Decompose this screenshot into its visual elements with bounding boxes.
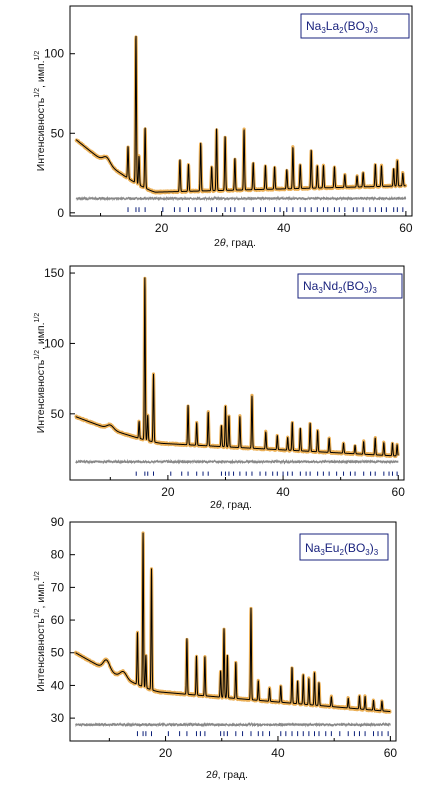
chart-panel-la: 20 40 60 0 50 100 Na3La2(BO3)3 2θ, град. Интенси… xyxy=(34,5,413,249)
legend-box xyxy=(299,533,389,561)
x-tick-label: 20 xyxy=(155,221,169,235)
y-tick-label: 90 xyxy=(51,516,65,529)
y-tick-label: 80 xyxy=(51,548,65,562)
x-tick-label: 20 xyxy=(161,485,175,499)
observed-profile xyxy=(74,276,400,459)
observed-profile xyxy=(74,35,408,195)
y-tick-label: 100 xyxy=(44,47,64,61)
plot-frame xyxy=(69,265,405,481)
x-tick-label: 40 xyxy=(276,485,290,499)
x-tick-label: 40 xyxy=(271,746,285,760)
legend-formula: Na3La2(BO3)3 xyxy=(306,19,378,35)
y-tick-label: 0 xyxy=(57,206,64,220)
difference-curve xyxy=(75,458,399,465)
y-tick-label: 70 xyxy=(51,580,65,594)
x-axis-label: 2θ, град. xyxy=(206,769,248,781)
y-tick-label: 150 xyxy=(44,266,64,280)
difference-curve xyxy=(75,195,407,202)
x-axis-label: 2θ, град. xyxy=(214,237,256,249)
y-axis-label: Интенсивность1/2, имп.1/2 xyxy=(34,571,47,692)
y-axis-label: Интенсивность1/2, имп.1/2 xyxy=(34,313,47,434)
calculated-profile xyxy=(75,532,391,713)
legend-box xyxy=(297,273,403,299)
plot-frame xyxy=(69,5,413,217)
x-axis-label: 2θ, град. xyxy=(210,499,252,511)
y-tick-label: 40 xyxy=(51,678,65,692)
x-tick-label: 20 xyxy=(159,746,173,760)
x-tick-label: 40 xyxy=(277,221,291,235)
x-tick-label: 60 xyxy=(392,485,406,499)
calculated-profile xyxy=(75,35,407,193)
x-tick-label: 60 xyxy=(399,221,413,235)
y-tick-label: 30 xyxy=(51,711,65,725)
legend-formula: Na3Nd2(BO3)3 xyxy=(303,279,377,295)
calculated-profile xyxy=(75,277,399,457)
legend-formula: Na3Eu2(BO3)3 xyxy=(305,541,379,557)
legend-box xyxy=(300,13,410,39)
y-tick-label: 50 xyxy=(51,126,65,140)
y-tick-label: 60 xyxy=(51,613,65,627)
chart-panel-eu: 20 40 60 30 40 50 60 70 80 90 Na3Eu2(BO3)3 2θ, град… xyxy=(34,516,398,781)
chart-panel-nd: 20 40 60 50 100 150 Na3Nd2(BO3)3 2θ, град. Интен… xyxy=(34,265,406,511)
plot-frame xyxy=(69,521,397,742)
y-tick-label: 50 xyxy=(51,646,65,660)
x-tick-label: 60 xyxy=(384,746,398,760)
y-tick-label: 100 xyxy=(44,336,64,350)
y-tick-label: 50 xyxy=(51,407,65,421)
y-axis-label: Интенсивность1/2, имп.1/2 xyxy=(34,51,47,172)
difference-curve xyxy=(75,721,391,728)
